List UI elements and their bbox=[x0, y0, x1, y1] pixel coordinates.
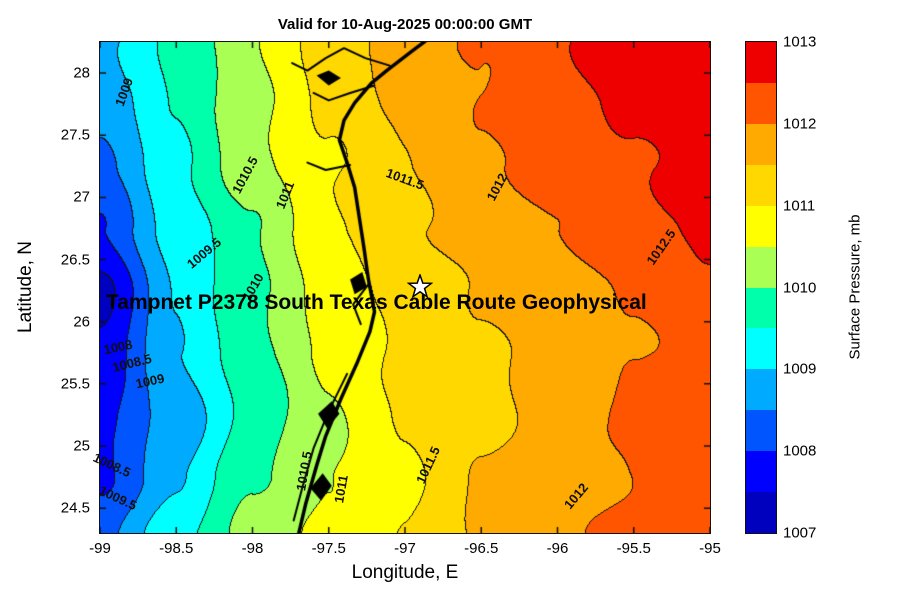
y-tick-label: 28 bbox=[73, 64, 90, 82]
y-tick-label: 25.5 bbox=[60, 375, 90, 393]
colorbar bbox=[745, 41, 777, 534]
colorbar-band bbox=[746, 492, 776, 534]
x-tick-label: -97 bbox=[394, 540, 416, 557]
colorbar-tick-label: 1009 bbox=[783, 360, 817, 378]
x-tick-label: -95.5 bbox=[616, 540, 651, 557]
colorbar-band bbox=[746, 451, 776, 493]
y-tick-label: 27.5 bbox=[60, 126, 90, 144]
colorbar-band bbox=[746, 246, 776, 288]
colorbar-band bbox=[746, 42, 776, 83]
colorbar-tick-label: 1013 bbox=[783, 33, 817, 51]
y-tick-label: 27 bbox=[73, 188, 90, 206]
colorbar-band bbox=[746, 410, 776, 452]
colorbar-band bbox=[746, 123, 776, 165]
colorbar-tick-label: 1011 bbox=[783, 197, 816, 215]
colorbar-label: Surface Pressure, mb bbox=[846, 214, 864, 360]
chart-title: Valid for 10-Aug-2025 00:00:00 GMT bbox=[277, 16, 533, 33]
colorbar-band bbox=[746, 82, 776, 124]
colorbar-tick-label: 1008 bbox=[783, 442, 817, 460]
x-tick-label: -99 bbox=[89, 540, 111, 557]
colorbar-band bbox=[746, 369, 776, 411]
colorbar-band bbox=[746, 328, 776, 370]
x-tick-label: -95 bbox=[699, 540, 721, 557]
contour-fill-canvas bbox=[100, 42, 710, 533]
x-tick-label: -97.5 bbox=[311, 540, 346, 557]
colorbar-tick-label: 1010 bbox=[783, 279, 817, 296]
y-tick-label: 26 bbox=[73, 313, 90, 331]
colorbar-tick-label: 1012 bbox=[783, 115, 817, 133]
colorbar-tick-label: 1007 bbox=[783, 524, 817, 542]
x-tick-label: -98.5 bbox=[159, 540, 194, 557]
star-marker bbox=[407, 273, 434, 299]
y-tick-label: 24.5 bbox=[60, 499, 90, 517]
x-tick-label: -98 bbox=[241, 540, 264, 557]
y-tick-label: 25 bbox=[73, 437, 90, 455]
y-tick-label: 26.5 bbox=[60, 251, 90, 269]
x-tick-label: -96.5 bbox=[464, 540, 499, 557]
plot-area: Tampnet P2378 South Texas Cable Route Ge… bbox=[91, 41, 711, 534]
x-axis-label: Longitude, E bbox=[351, 562, 459, 583]
x-tick-label: -96 bbox=[546, 540, 569, 557]
colorbar-band bbox=[746, 205, 776, 247]
route-annotation: Tampnet P2378 South Texas Cable Route Ge… bbox=[106, 291, 647, 314]
colorbar-band bbox=[746, 164, 776, 206]
colorbar-band bbox=[746, 287, 776, 329]
